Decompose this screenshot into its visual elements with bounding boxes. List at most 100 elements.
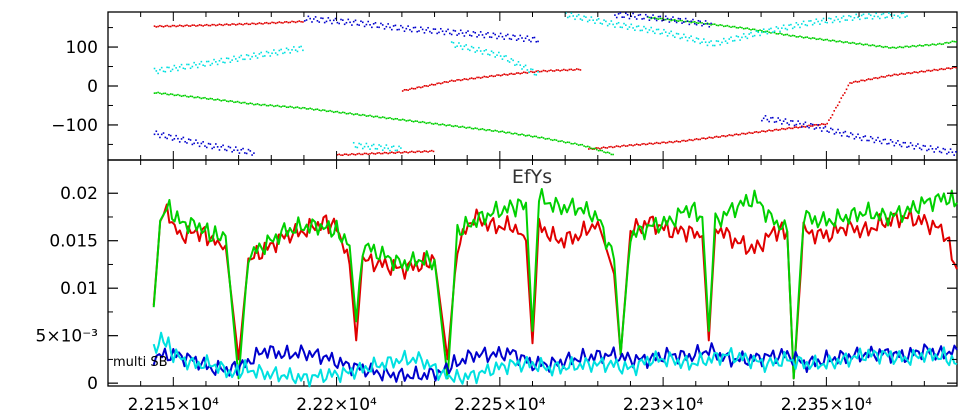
phase-point: [351, 152, 353, 155]
phase-point: [889, 139, 892, 141]
phase-point: [271, 21, 273, 24]
phase-point: [619, 26, 622, 28]
phase-point: [238, 56, 241, 59]
phase-point: [835, 131, 838, 134]
phase-point: [184, 94, 186, 97]
phase-point: [338, 22, 340, 25]
phase-point: [625, 12, 627, 15]
phase-point: [844, 19, 847, 21]
phase-point: [429, 30, 431, 33]
phase-point: [664, 18, 667, 21]
phase-point: [254, 103, 257, 106]
phase-point: [920, 148, 923, 151]
phase-point: [699, 42, 701, 45]
phase-point: [675, 21, 678, 24]
phase-point: [634, 16, 636, 18]
phase-point: [839, 132, 841, 134]
phase-point: [577, 144, 580, 146]
phase-point: [458, 78, 460, 81]
phase-point: [886, 45, 888, 48]
phase-point: [843, 92, 846, 94]
phase-point: [947, 67, 950, 69]
phase-point: [833, 110, 836, 112]
phase-panel-frame: [107, 11, 958, 161]
phase-point: [947, 151, 950, 154]
phase-point: [944, 42, 946, 44]
phase-point: [742, 33, 745, 35]
phase-point: [768, 120, 770, 123]
phase-point: [864, 17, 867, 20]
phase-point: [182, 136, 185, 139]
phase-point: [391, 28, 393, 31]
phase-point: [414, 87, 417, 90]
phase-point: [287, 48, 290, 51]
phase-point: [766, 32, 769, 35]
phase-point: [848, 42, 850, 44]
phase-point: [898, 73, 901, 75]
phase-point: [906, 45, 908, 48]
phase-point: [425, 29, 428, 31]
phase-point: [739, 133, 741, 136]
phase-point: [706, 137, 709, 140]
phase-point: [770, 129, 772, 132]
phase-point: [953, 40, 955, 43]
phase-point: [367, 145, 370, 148]
phase-point: [173, 64, 176, 67]
phase-point: [352, 20, 355, 23]
phase-point: [157, 25, 159, 28]
phase-point: [254, 55, 257, 57]
phase-point: [481, 34, 484, 36]
phase-point: [761, 31, 763, 34]
phase-point: [407, 119, 409, 122]
phase-point: [855, 13, 858, 16]
phase-point: [508, 61, 511, 63]
phase-point: [675, 19, 678, 22]
phase-point: [909, 72, 912, 75]
phase-point: [902, 141, 905, 144]
phase-point: [889, 47, 892, 49]
phase-point: [385, 117, 388, 120]
phase-point: [693, 21, 696, 23]
phase-point: [826, 21, 828, 24]
phase-point: [238, 22, 241, 25]
phase-point: [854, 80, 857, 83]
phase-point: [474, 77, 477, 80]
phase-point: [777, 33, 780, 35]
phase-point: [619, 146, 621, 148]
phase-point: [735, 133, 738, 135]
phase-point: [293, 46, 295, 48]
phase-point: [187, 63, 190, 66]
phase-point: [445, 81, 448, 83]
phase-point: [251, 102, 253, 105]
phase-point: [684, 17, 687, 20]
phase-point: [258, 103, 261, 106]
phase-point: [519, 34, 522, 37]
phase-point: [933, 151, 936, 153]
phase-point: [291, 20, 293, 23]
phase-point: [316, 108, 319, 110]
phase-point: [490, 50, 493, 53]
phase-point: [354, 154, 357, 156]
phase-point: [528, 71, 530, 73]
phase-point: [488, 75, 491, 77]
phase-point: [759, 29, 761, 31]
phase-point: [369, 152, 371, 155]
phase-point: [699, 21, 701, 24]
phase-point: [498, 74, 500, 76]
phase-point: [634, 144, 636, 146]
phase-point: [441, 30, 444, 33]
phase-point: [454, 30, 457, 32]
phase-point: [588, 148, 590, 150]
phase-point: [858, 80, 861, 83]
phase-point: [211, 97, 214, 100]
phase-point: [253, 22, 255, 25]
phase-point: [430, 149, 433, 152]
phase-point: [157, 91, 159, 94]
phase-point: [485, 49, 487, 51]
phase-point: [351, 24, 353, 26]
phase-point: [439, 82, 442, 85]
phase-point: [236, 60, 239, 63]
phase-point: [267, 51, 270, 54]
phase-point: [877, 136, 879, 139]
